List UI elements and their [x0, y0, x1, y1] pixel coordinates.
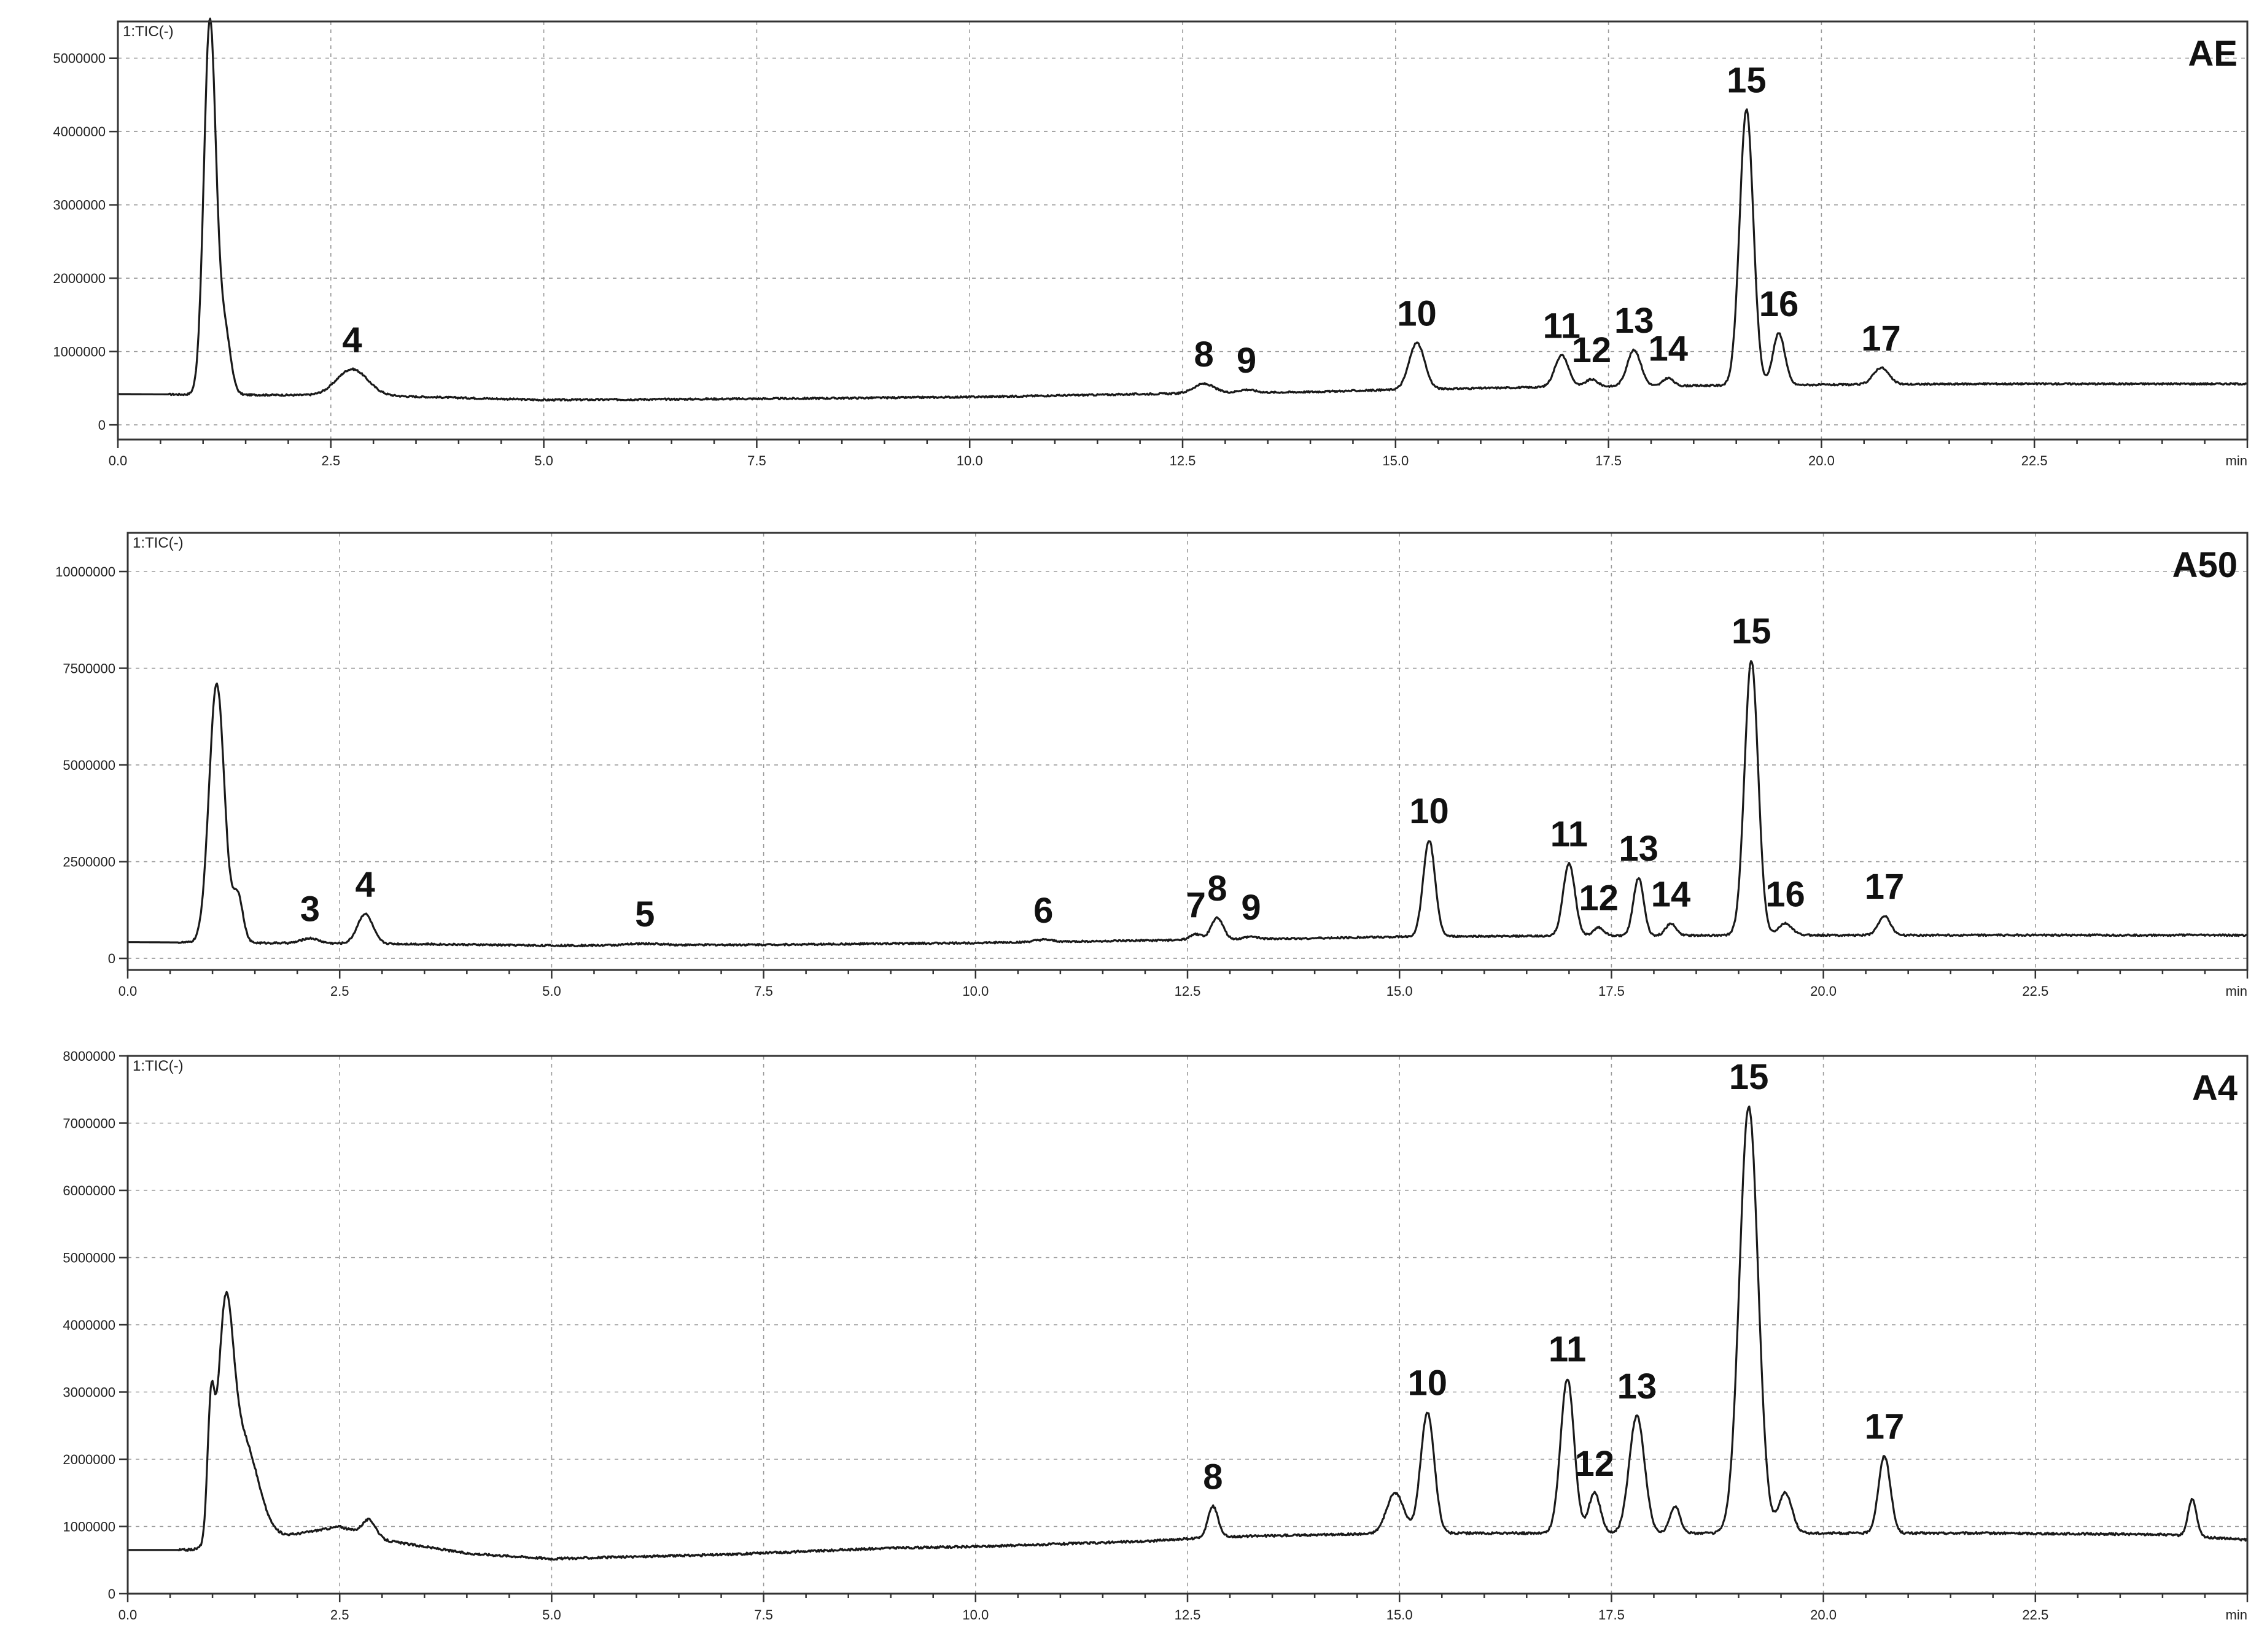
peak-label-a50-5: 5	[635, 894, 655, 934]
peak-label-a50-17: 17	[1865, 867, 1905, 907]
panel-label-a4: A4	[2192, 1068, 2238, 1108]
peak-label-ae-9: 9	[1237, 341, 1256, 381]
x-tick-label-a50-3: 7.5	[754, 983, 773, 999]
y-tick-label-ae-3: 3000000	[53, 198, 106, 213]
panel-a50: 1:TIC(-) A50 0 2500000 5000000 7500000 10000…	[55, 532, 2249, 999]
x-tick-label-a4-7: 17.5	[1598, 1607, 1625, 1623]
y-tick-label-a4-7: 7000000	[63, 1116, 115, 1131]
y-tick-label-ae-1: 1000000	[53, 344, 106, 360]
y-tick-label-a4-5: 5000000	[63, 1251, 115, 1266]
y-tick-label-ae-0: 0	[98, 417, 106, 433]
x-tick-label-ae-7: 17.5	[1595, 453, 1622, 468]
y-tick-label-a4-6: 6000000	[63, 1183, 115, 1198]
peak-label-a4-13: 13	[1617, 1367, 1657, 1406]
peak-label-a4-12: 12	[1575, 1444, 1615, 1484]
x-tick-label-a4-1: 2.5	[330, 1607, 349, 1623]
peak-label-ae-13: 13	[1614, 301, 1654, 341]
panel-a4: 1:TIC(-) A4 0 1000000 2000000 3000000 400000…	[63, 1049, 2249, 1623]
peak-label-a50-4: 4	[355, 865, 375, 905]
peak-label-ae-8: 8	[1194, 335, 1214, 374]
peak-label-a50-10: 10	[1409, 791, 1449, 831]
y-tick-label-a4-3: 3000000	[63, 1385, 115, 1400]
y-tick-label-ae-2: 2000000	[53, 271, 106, 286]
y-tick-label-a50-4: 10000000	[55, 564, 115, 580]
peak-label-ae-17: 17	[1861, 319, 1901, 359]
x-tick-label-a4-6: 15.0	[1386, 1607, 1413, 1623]
y-tick-label-a50-1: 2500000	[63, 855, 115, 870]
x-tick-label-a50-0: 0.0	[119, 983, 138, 999]
x-tick-label-a50-5: 12.5	[1175, 983, 1201, 999]
panel-ae: 1:TIC(-) AE 0 1000000 2000000 3000000 400000…	[53, 17, 2249, 468]
x-tick-label-a4-4: 10.0	[962, 1607, 989, 1623]
x-tick-label-a50-9: 22.5	[2022, 983, 2048, 999]
y-tick-label-a4-1: 1000000	[63, 1519, 115, 1535]
peak-label-ae-11: 11	[1543, 306, 1581, 346]
peak-label-a50-6: 6	[1033, 891, 1053, 931]
x-tick-label-ae-4: 10.0	[957, 453, 983, 468]
x-tick-label-ae-8: 20.0	[1808, 453, 1835, 468]
y-tick-label-a4-0: 0	[108, 1586, 115, 1602]
peak-label-a50-7: 7	[1186, 885, 1206, 925]
peak-label-a50-9: 9	[1241, 888, 1261, 928]
x-tick-label-ae-1: 2.5	[322, 453, 341, 468]
peak-label-a4-10: 10	[1408, 1363, 1448, 1403]
x-tick-label-a4-0: 0.0	[119, 1607, 138, 1623]
peak-label-ae-16: 16	[1759, 284, 1799, 324]
x-tick-label-ae-9: 22.5	[2021, 453, 2048, 468]
y-tick-label-a50-0: 0	[108, 951, 115, 966]
trace-a4	[127, 1105, 2249, 1561]
x-tick-label-a50-8: 20.0	[1810, 983, 1837, 999]
peak-label-ae-4: 4	[342, 320, 362, 360]
x-tick-label-a4-5: 12.5	[1175, 1607, 1201, 1623]
x-tick-label-a50-1: 2.5	[330, 983, 349, 999]
y-tick-label-a50-2: 5000000	[63, 758, 115, 773]
x-tick-label-a4-2: 5.0	[542, 1607, 561, 1623]
peak-label-a50-15: 15	[1732, 611, 1771, 651]
x-unit-label-a4: min	[2226, 1607, 2247, 1623]
x-tick-label-a50-7: 17.5	[1598, 983, 1625, 999]
x-tick-label-ae-2: 5.0	[534, 453, 553, 468]
peak-label-ae-14: 14	[1648, 329, 1688, 369]
panel-label-a50: A50	[2172, 545, 2238, 585]
y-tick-label-a50-3: 7500000	[63, 661, 115, 677]
peak-label-a4-11: 11	[1549, 1330, 1586, 1370]
peak-label-ae-10: 10	[1397, 293, 1437, 333]
y-tick-label-a4-2: 2000000	[63, 1452, 115, 1467]
trace-label-ae: 1:TIC(-)	[123, 23, 174, 40]
x-tick-label-a4-9: 22.5	[2022, 1607, 2048, 1623]
y-tick-label-ae-4: 4000000	[53, 124, 106, 139]
peak-label-a50-16: 16	[1765, 874, 1805, 914]
peak-label-a4-17: 17	[1865, 1407, 1905, 1447]
trace-label-a50: 1:TIC(-)	[133, 535, 184, 551]
x-tick-label-a4-3: 7.5	[754, 1607, 773, 1623]
y-tick-label-ae-5: 5000000	[53, 51, 106, 66]
x-tick-label-ae-6: 15.0	[1382, 453, 1409, 468]
x-tick-label-a4-8: 20.0	[1810, 1607, 1837, 1623]
peak-label-a50-12: 12	[1579, 878, 1619, 918]
x-unit-label-a50: min	[2226, 983, 2247, 999]
y-tick-label-a4-4: 4000000	[63, 1317, 115, 1333]
trace-label-a4: 1:TIC(-)	[133, 1058, 184, 1074]
peak-label-a4-8: 8	[1203, 1457, 1223, 1497]
peak-label-a50-11: 11	[1550, 815, 1588, 855]
y-tick-label-a4-8: 8000000	[63, 1049, 115, 1064]
x-tick-label-a50-6: 15.0	[1386, 983, 1413, 999]
panel-label-ae: AE	[2188, 34, 2238, 74]
peak-label-a50-3: 3	[300, 889, 320, 929]
x-unit-label-ae: min	[2226, 453, 2247, 468]
peak-label-a50-14: 14	[1651, 874, 1691, 914]
peak-label-a50-13: 13	[1619, 829, 1658, 869]
x-tick-label-ae-5: 12.5	[1170, 453, 1196, 468]
x-tick-label-ae-0: 0.0	[109, 453, 128, 468]
trace-ae	[117, 17, 2248, 402]
trace-a50	[127, 660, 2248, 948]
peak-label-ae-12: 12	[1572, 330, 1612, 370]
x-tick-label-a50-4: 10.0	[962, 983, 989, 999]
x-tick-label-ae-3: 7.5	[747, 453, 766, 468]
peak-label-ae-15: 15	[1727, 60, 1767, 100]
peak-label-a4-15: 15	[1729, 1057, 1769, 1097]
x-tick-label-a50-2: 5.0	[542, 983, 561, 999]
peak-label-a50-8: 8	[1207, 869, 1227, 909]
